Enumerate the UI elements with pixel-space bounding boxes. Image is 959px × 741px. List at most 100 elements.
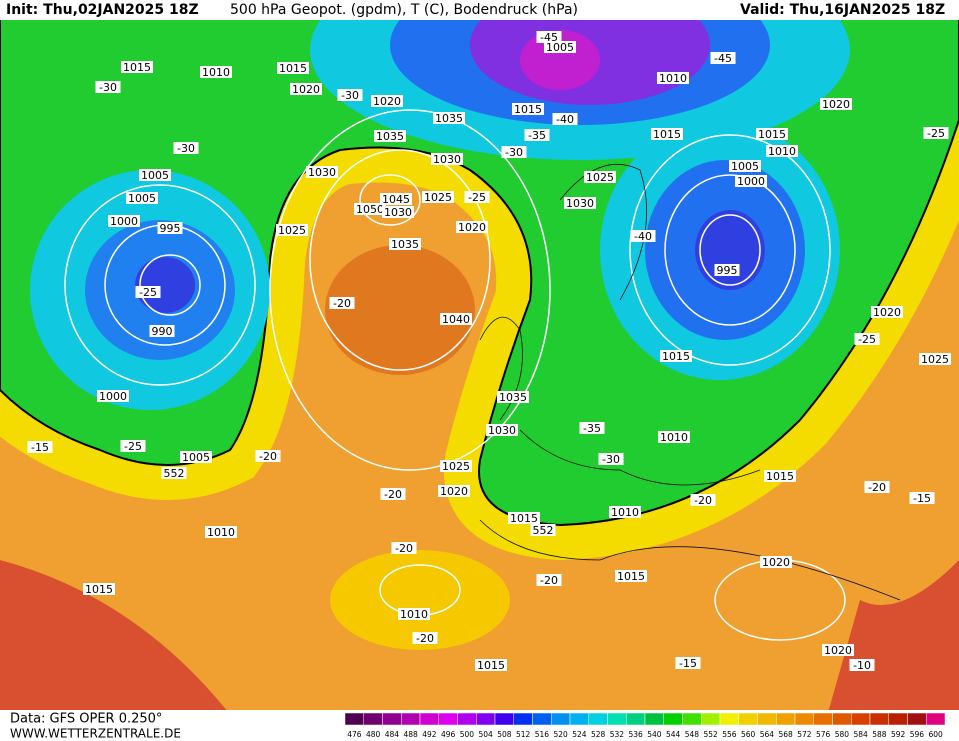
geopotential-label-box [161,467,187,479]
pressure-label-box [544,41,576,53]
temperature-label-text: -15 [31,441,49,454]
temperature-label-text: -20 [333,297,351,310]
temperature-label-text: -20 [395,542,413,555]
temperature-label-box [329,297,355,309]
temperature-label: -25 [464,191,490,204]
pressure-label-text: 1015 [653,128,681,141]
colorbar-swatch [569,712,589,726]
pressure-label: 1020 [438,485,470,498]
temperature-label-text: -20 [416,632,434,645]
temperature-label: -20 [536,574,562,587]
pressure-label-box [433,112,465,124]
temperature-label-text: -30 [505,146,523,159]
temperature-label-text: -30 [341,89,359,102]
temperature-label-box [909,492,935,504]
temperature-label: -25 [923,127,949,140]
colorbar-label: 548 [685,730,700,739]
colorbar-label: 572 [797,730,812,739]
pressure-label-box [456,221,488,233]
pressure-label: 1010 [200,66,232,79]
pressure-label-text: 1030 [488,424,516,437]
init-time: Init: Thu,02JAN2025 18Z [6,2,199,18]
pressure-label: 1010 [609,506,641,519]
pressure-label-text: 1010 [207,526,235,539]
pressure-label: 1010 [658,431,690,444]
colorbar-label: 576 [816,730,831,739]
pressure-label-text: 1005 [141,169,169,182]
colorbar-label: 492 [422,730,437,739]
colorbar-label: 512 [516,730,531,739]
temperature-label-text: -35 [528,129,546,142]
colorbar-label: 564 [760,730,775,739]
pressure-label-text: 1015 [123,61,151,74]
pressure-label-box [126,192,158,204]
temperature-label-text: -30 [177,142,195,155]
temperature-label-box [337,89,363,101]
colorbar-label: 532 [610,730,625,739]
pressure-label: 1035 [497,391,529,404]
pressure-label: 1045 [380,193,412,206]
colorbar-label: 568 [778,730,793,739]
pressure-label-text: 1015 [662,350,690,363]
colorbar-label: 520 [553,730,568,739]
pressure-label-text: 1040 [442,313,470,326]
temperature-label-box [135,286,161,298]
colorbar-swatch [869,712,889,726]
colorbar-swatch [888,712,908,726]
pressure-label-text: 1010 [659,72,687,85]
pressure-label-box [422,191,454,203]
pressure-label: 1015 [756,128,788,141]
colorbar-label: 588 [872,730,887,739]
pressure-label: 990 [149,325,175,338]
pressure-label: 1015 [277,62,309,75]
valid-time: Valid: Thu,16JAN2025 18Z [740,2,945,18]
pressure-label-text: 1025 [424,191,452,204]
pressure-label-text: 1015 [766,470,794,483]
colorbar-label: 484 [385,730,400,739]
colorbar-swatch [401,712,421,726]
temperature-label: -30 [598,453,624,466]
pressure-label-box [651,128,683,140]
pressure-label-box [820,98,852,110]
geopotential-label-box [530,524,556,536]
pressure-label-text: 1005 [731,160,759,173]
colorbar-swatch [344,712,364,726]
pressure-label-box [97,390,129,402]
temperature-label-box [598,453,624,465]
pressure-label-text: 1020 [824,644,852,657]
temperature-label: -20 [391,542,417,555]
colorbar-swatch [607,712,627,726]
pressure-label-text: 1035 [499,391,527,404]
temperature-label: -15 [675,657,701,670]
pressure-label-text: 1005 [182,451,210,464]
temperature-label-text: -20 [540,574,558,587]
pressure-label-box [658,431,690,443]
temperature-label-text: -20 [384,488,402,501]
pressure-label-box [919,353,951,365]
colorbar-swatch [551,712,571,726]
temperature-label-text: -25 [124,440,142,453]
pressure-label: 1035 [389,238,421,251]
header-bar [0,0,959,20]
temperature-label: -40 [630,230,656,243]
temperature-label-box [391,542,417,554]
temperature-label-text: -20 [259,450,277,463]
pressure-label-text: 1010 [768,145,796,158]
temperature-label: -15 [27,441,53,454]
pressure-label-box [497,391,529,403]
pressure-label-box [440,313,472,325]
colorbar-swatch [926,712,946,726]
pressure-label-box [389,238,421,250]
pressure-label-box [180,451,212,463]
pressure-label: 1015 [615,570,647,583]
temperature-label-box [380,488,406,500]
temperature-label: -40 [552,113,578,126]
pressure-label: 1000 [97,390,129,403]
colorbar-swatch [457,712,477,726]
pressure-label: 1020 [290,83,322,96]
pressure-label: 1005 [544,41,576,54]
temperature-label-box [501,146,527,158]
pressure-label-box [276,224,308,236]
pressure-label-box [584,171,616,183]
temperature-label-text: -20 [868,481,886,494]
